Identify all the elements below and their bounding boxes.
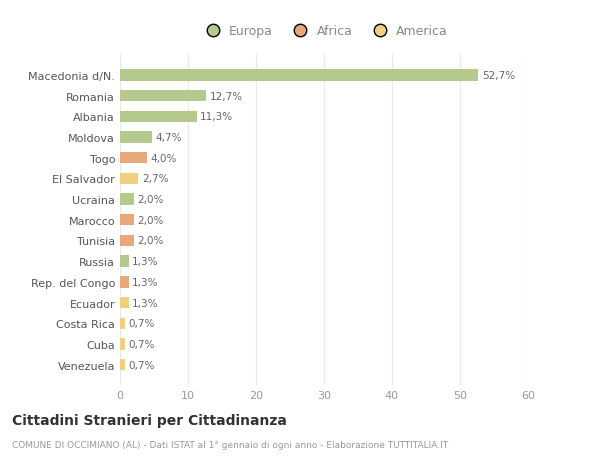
Bar — [120, 132, 152, 143]
Text: 0,7%: 0,7% — [128, 339, 155, 349]
Bar — [120, 256, 129, 267]
Bar — [120, 112, 197, 123]
Bar — [120, 174, 139, 185]
Text: 2,0%: 2,0% — [137, 195, 163, 205]
Bar — [120, 215, 134, 226]
Legend: Europa, Africa, America: Europa, Africa, America — [196, 22, 452, 42]
Bar — [120, 70, 478, 81]
Text: 11,3%: 11,3% — [200, 112, 233, 122]
Text: 2,0%: 2,0% — [137, 236, 163, 246]
Text: 52,7%: 52,7% — [482, 71, 515, 81]
Text: 2,0%: 2,0% — [137, 215, 163, 225]
Text: 1,3%: 1,3% — [132, 277, 159, 287]
Bar — [120, 359, 125, 370]
Bar — [120, 339, 125, 350]
Bar — [120, 153, 147, 164]
Bar — [120, 235, 134, 246]
Text: 4,7%: 4,7% — [155, 133, 182, 143]
Bar — [120, 318, 125, 329]
Text: 2,7%: 2,7% — [142, 174, 168, 184]
Text: 4,0%: 4,0% — [151, 153, 177, 163]
Text: 0,7%: 0,7% — [128, 360, 155, 370]
Bar — [120, 91, 206, 102]
Text: 0,7%: 0,7% — [128, 319, 155, 329]
Text: 1,3%: 1,3% — [132, 257, 159, 267]
Text: COMUNE DI OCCIMIANO (AL) - Dati ISTAT al 1° gennaio di ogni anno - Elaborazione : COMUNE DI OCCIMIANO (AL) - Dati ISTAT al… — [12, 441, 448, 449]
Bar — [120, 297, 129, 308]
Bar — [120, 277, 129, 288]
Text: 1,3%: 1,3% — [132, 298, 159, 308]
Text: 12,7%: 12,7% — [210, 91, 243, 101]
Bar — [120, 194, 134, 205]
Text: Cittadini Stranieri per Cittadinanza: Cittadini Stranieri per Cittadinanza — [12, 414, 287, 428]
